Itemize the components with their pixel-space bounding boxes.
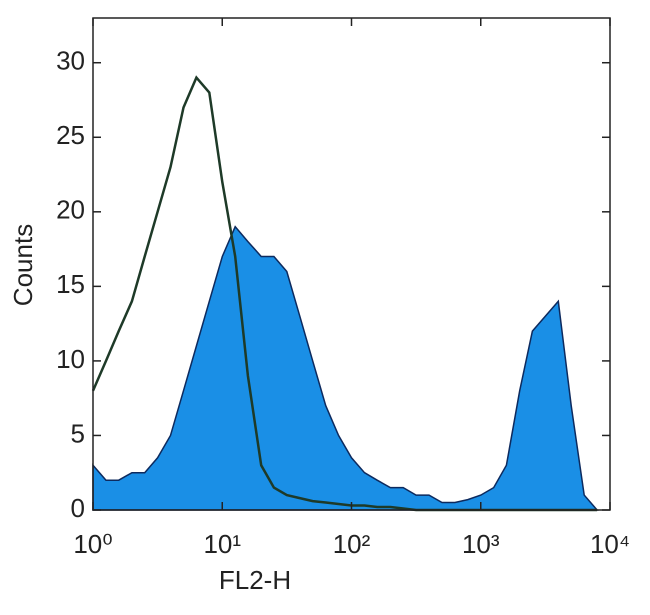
y-tick-label: 10 — [56, 344, 85, 374]
x-tick-label: 10¹ — [203, 529, 241, 559]
x-tick-label: 10³ — [462, 529, 500, 559]
y-tick-label: 25 — [56, 120, 85, 150]
x-tick-label: 10⁰ — [73, 529, 112, 559]
histogram-area — [92, 225, 599, 511]
y-tick-label: 20 — [56, 195, 85, 225]
x-axis-label: FL2-H — [219, 565, 291, 595]
y-tick-label: 15 — [56, 269, 85, 299]
x-tick-label: 10² — [333, 529, 371, 559]
y-tick-label: 0 — [71, 493, 85, 523]
x-tick-label: 10⁴ — [590, 529, 630, 559]
y-tick-label: 5 — [71, 418, 85, 448]
y-tick-label: 30 — [56, 46, 85, 76]
y-axis-label: Counts — [8, 224, 38, 306]
